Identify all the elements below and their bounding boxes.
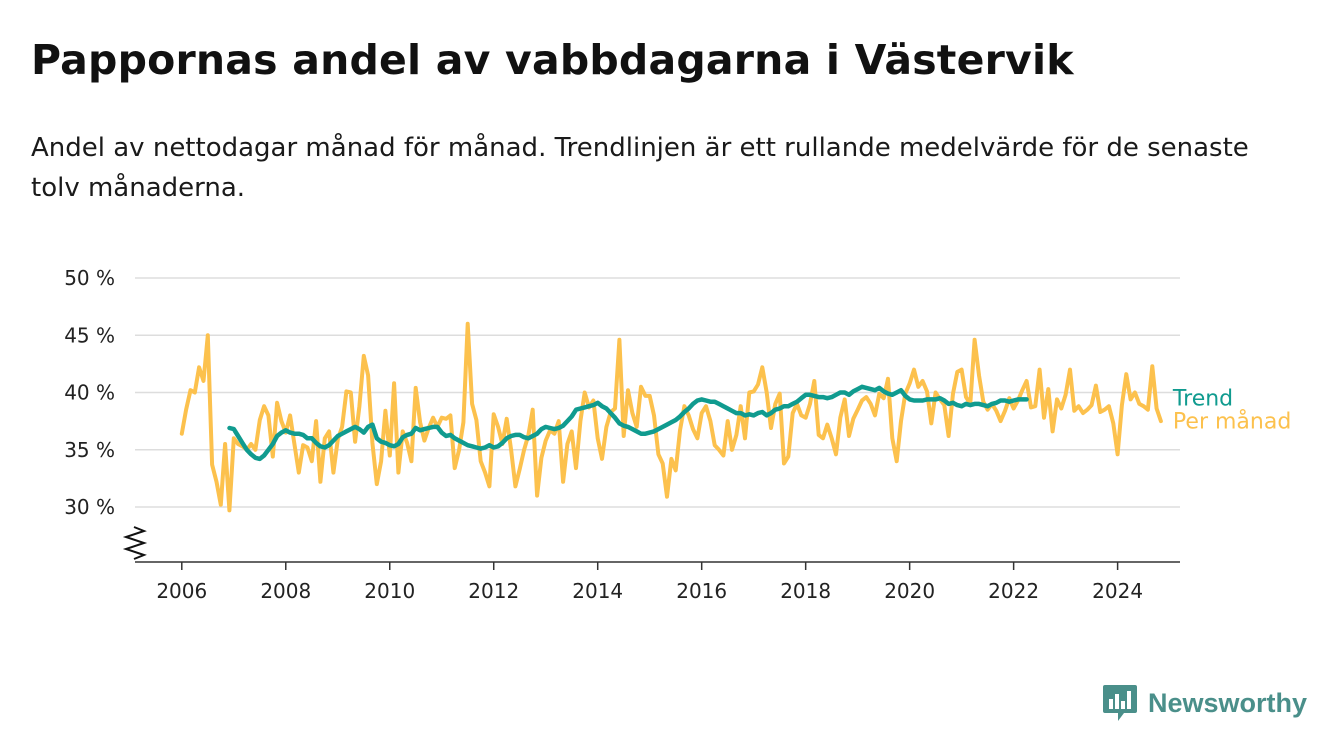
legend-monthly-label: Per månad	[1173, 408, 1291, 434]
y-tick-label: 30 %	[64, 495, 115, 519]
legend: Trend Per månad	[1172, 386, 1291, 434]
newsworthy-logo: Newsworthy	[1102, 683, 1307, 723]
x-tick-label: 2006	[156, 579, 207, 603]
x-axis: 2006 2008 2010 2012 2014 2016 2018 2020 2022 2024	[122, 526, 1180, 603]
bar-chart-speech-bubble-icon	[1103, 685, 1137, 721]
x-tick-label: 2010	[364, 579, 415, 603]
brand-name: Newsworthy	[1148, 687, 1308, 718]
x-tick-label: 2024	[1092, 579, 1143, 603]
series-lines	[179, 321, 1163, 513]
series-line-per-manad	[179, 321, 1163, 513]
y-tick-label: 40 %	[64, 381, 115, 405]
x-tick-label: 2018	[780, 579, 831, 603]
x-tick-label: 2016	[676, 579, 727, 603]
x-tick-label: 2022	[988, 579, 1039, 603]
y-tick-label: 35 %	[64, 438, 115, 462]
y-tick-label: 45 %	[64, 323, 115, 347]
axis-break-icon	[122, 526, 148, 560]
x-tick-label: 2008	[260, 579, 311, 603]
x-tick-label: 2014	[572, 579, 623, 603]
x-tick-label: 2020	[884, 579, 935, 603]
x-tick-label: 2012	[468, 579, 519, 603]
y-tick-label: 50 %	[64, 266, 115, 290]
series-line-trend	[227, 384, 1029, 462]
chart-subtitle: Andel av nettodagar månad för månad. Tre…	[31, 133, 1249, 203]
legend-trend-label: Trend	[1172, 386, 1233, 411]
y-axis-ticks: 30 % 35 % 40 % 45 % 50 %	[64, 266, 115, 519]
chart-title: Pappornas andel av vabbdagarna i Västerv…	[31, 36, 1074, 84]
